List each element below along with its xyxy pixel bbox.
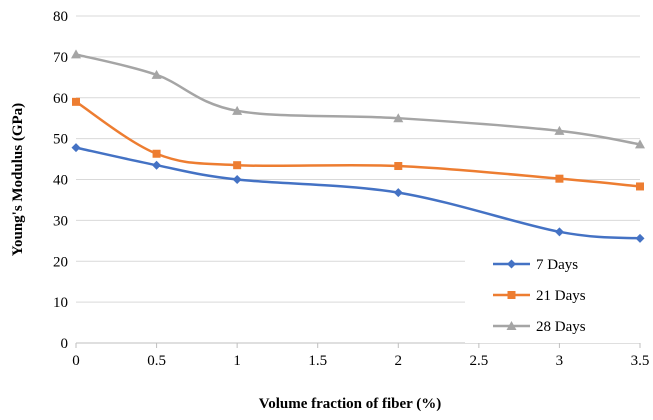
x-tick-label: 3.5: [631, 353, 650, 369]
legend-swatch-marker: [507, 259, 516, 269]
series-lines: [71, 49, 645, 243]
data-point-7-days: [232, 175, 242, 184]
data-point-7-days: [554, 227, 564, 237]
x-tick-label: 1.5: [308, 353, 327, 369]
data-point-21-days: [555, 174, 564, 183]
data-point-21-days: [233, 161, 242, 170]
y-tick-label: 80: [53, 9, 68, 25]
y-tick-label: 30: [53, 213, 68, 229]
series-21-days: [72, 97, 644, 191]
x-axis-title: Volume fraction of fiber (%): [259, 396, 441, 412]
x-tick-label: 2: [395, 353, 403, 369]
legend-item-7-days: 7 Days: [493, 257, 578, 273]
data-point-7-days: [152, 160, 162, 170]
data-point-21-days: [72, 97, 80, 106]
series-line-21-days: [75, 100, 641, 188]
data-point-21-days: [394, 162, 403, 171]
data-point-7-days: [635, 233, 645, 243]
legend-label: 7 Days: [536, 257, 578, 273]
data-point-21-days: [152, 149, 161, 158]
series-7-days: [71, 143, 645, 243]
legend-swatch-marker: [506, 321, 517, 330]
y-tick-label: 0: [61, 336, 69, 352]
y-tick-label: 20: [53, 254, 68, 270]
legend-label: 21 Days: [536, 288, 586, 304]
x-tick-label: 3: [556, 353, 564, 369]
series-line-28-days: [75, 53, 641, 146]
y-tick-label: 70: [53, 50, 68, 66]
axes: 0 10 20 30 40 50 60 70 80 0 0.5 1 1.5 2 2.5 3 3.5: [53, 9, 649, 369]
data-point-28-days: [232, 105, 243, 115]
data-point-28-days: [554, 125, 565, 135]
legend-swatch-marker: [507, 291, 516, 299]
y-tick-label: 60: [53, 91, 68, 107]
data-point-28-days: [151, 69, 162, 79]
y-tick-label: 40: [53, 173, 68, 189]
legend-item-21-days: 21 Days: [493, 288, 586, 304]
x-tick-label: 0.5: [147, 353, 166, 369]
series-28-days: [71, 49, 645, 149]
series-line-7-days: [75, 146, 641, 240]
data-point-21-days: [636, 182, 644, 191]
legend-item-28-days: 28 Days: [493, 319, 586, 335]
data-point-28-days: [635, 139, 645, 149]
x-tick-label: 0: [72, 353, 80, 369]
data-point-28-days: [71, 49, 81, 59]
gridlines: [76, 15, 640, 303]
x-tick-label: 2.5: [469, 353, 488, 369]
y-axis-title: Young's Modulus (GPa): [10, 103, 26, 256]
legend-label: 28 Days: [536, 319, 586, 335]
x-tick-label: 1: [233, 353, 241, 369]
y-tick-label: 10: [53, 295, 68, 311]
legend: 7 Days 21 Days 28 Days: [465, 244, 640, 343]
data-point-28-days: [393, 113, 404, 123]
data-point-7-days: [393, 188, 403, 198]
data-point-7-days: [71, 143, 81, 153]
y-tick-label: 50: [53, 132, 68, 148]
